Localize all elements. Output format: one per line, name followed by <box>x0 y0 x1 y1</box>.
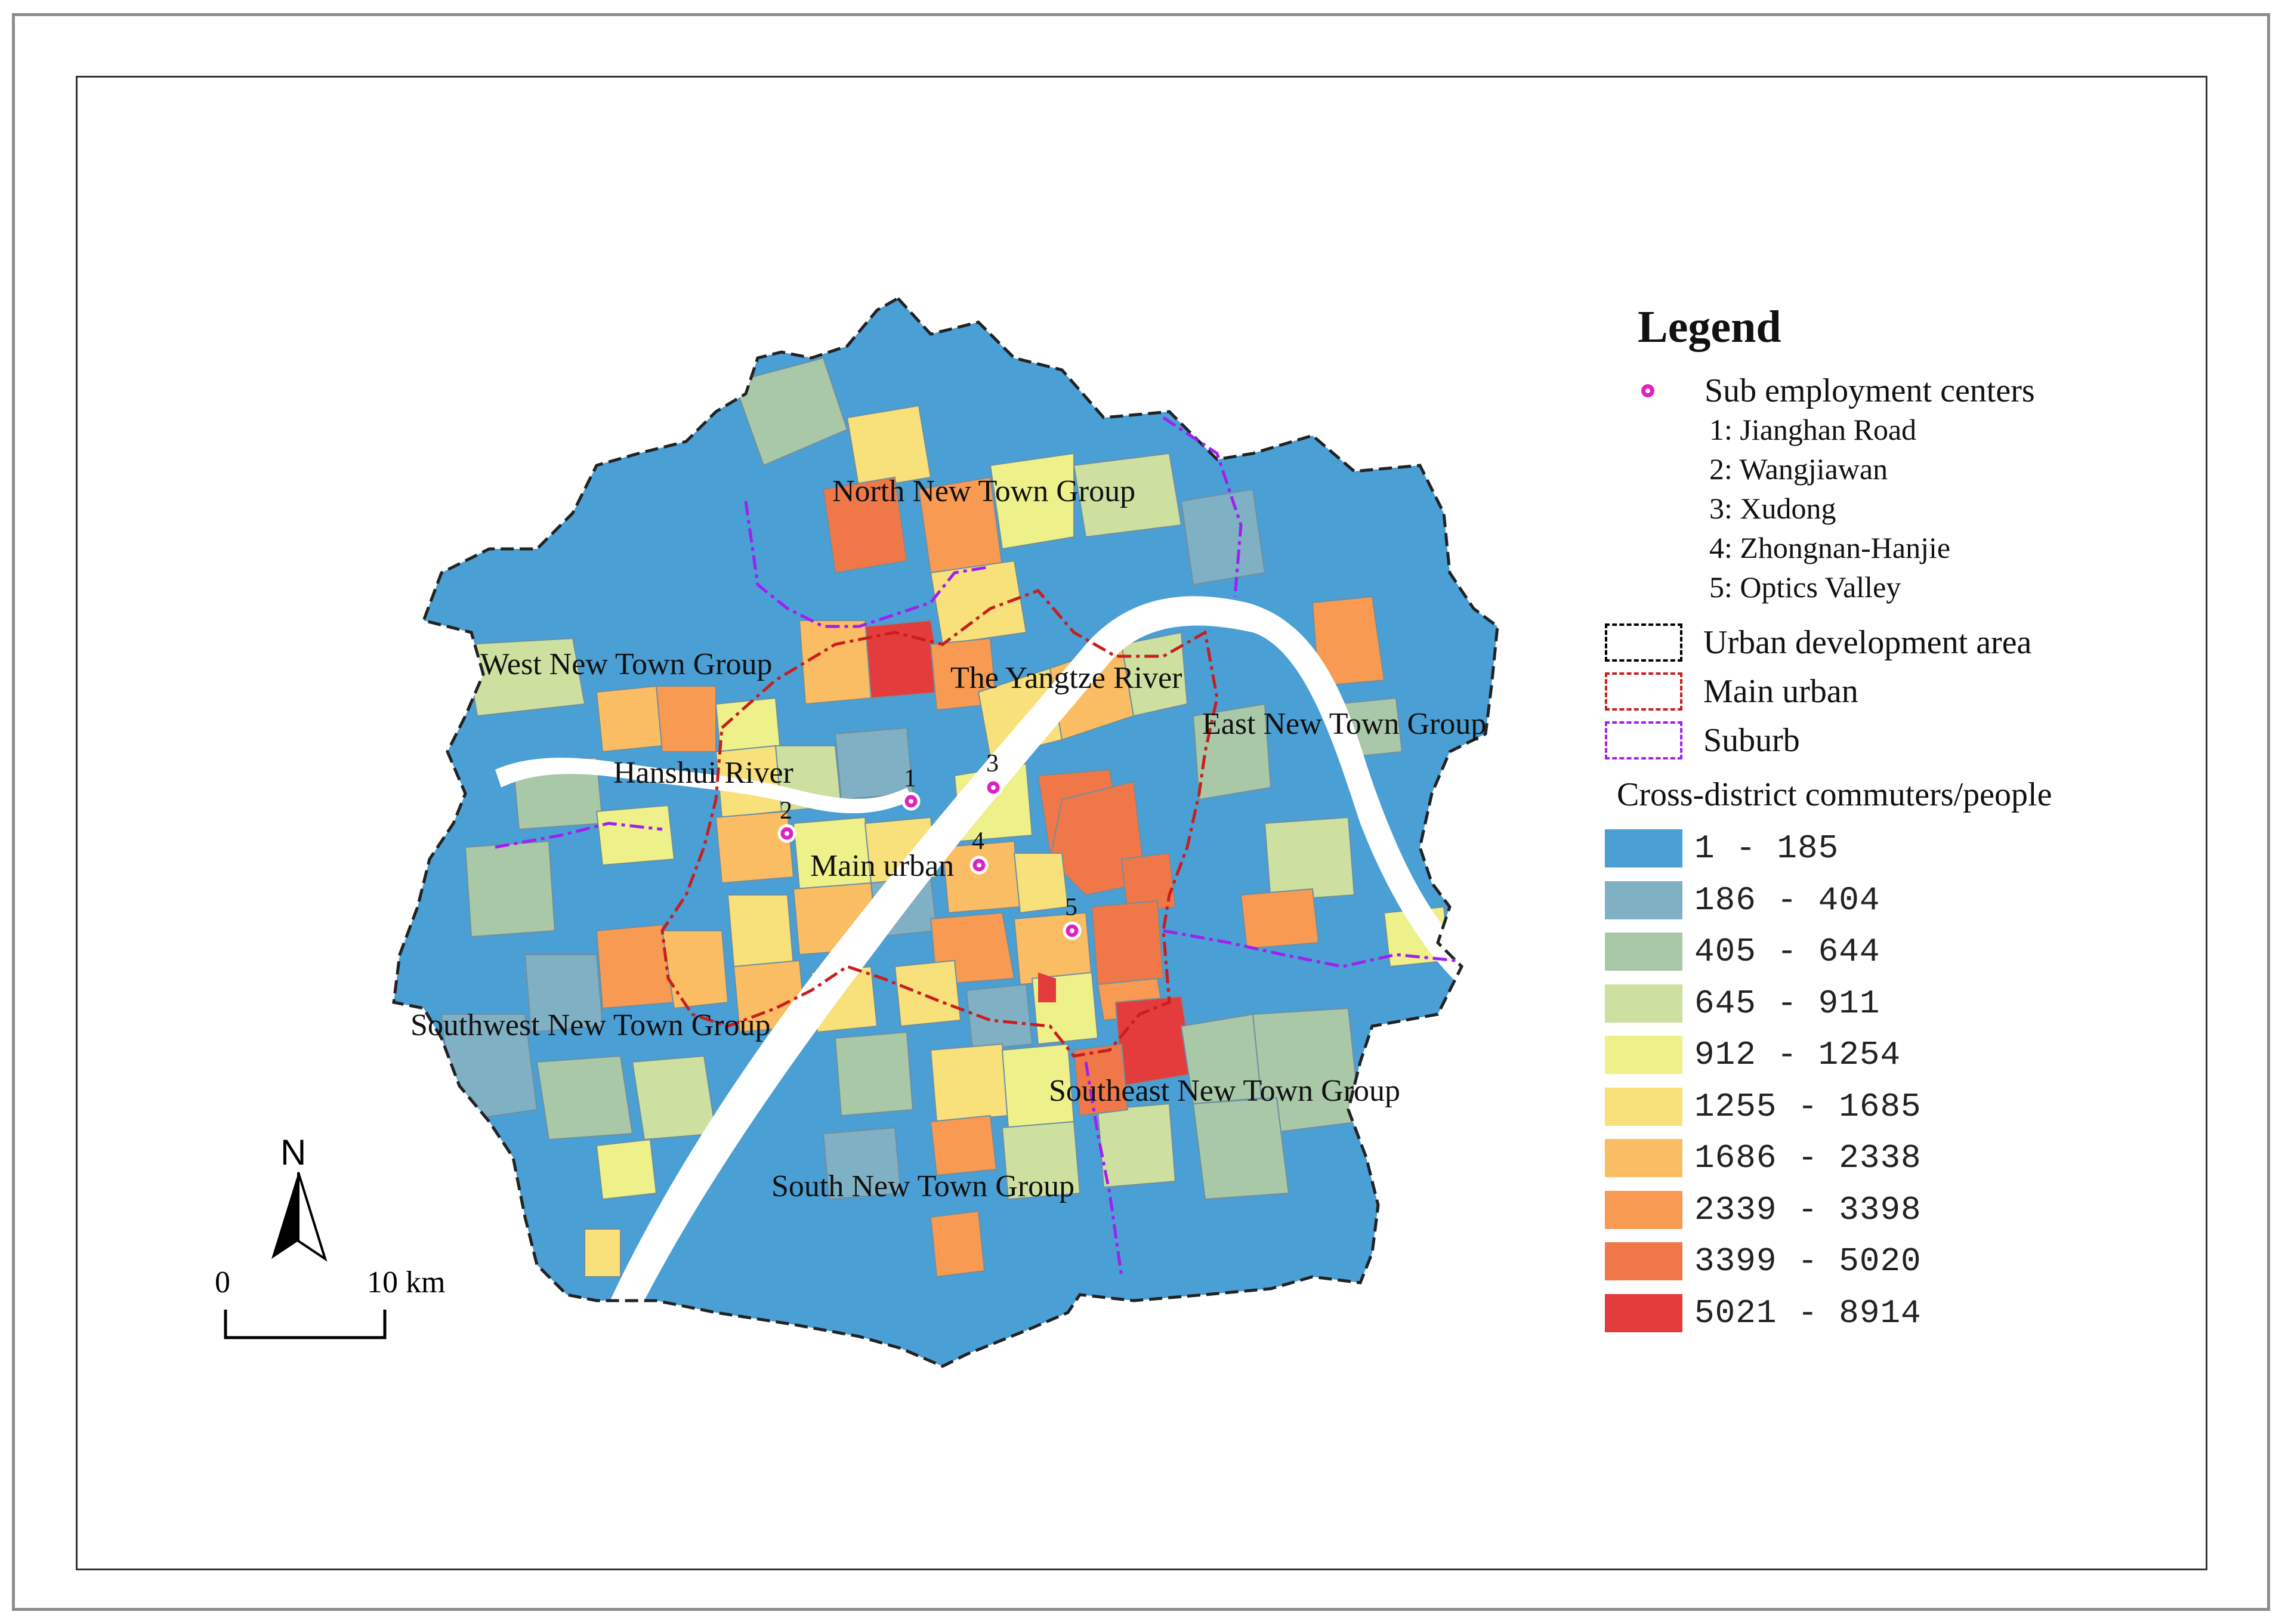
legend-center-item-5: 5: Optics Valley <box>1709 570 1901 604</box>
legend-class-label: 912 - 1254 <box>1694 1036 1901 1074</box>
outer-frame <box>12 13 2270 1611</box>
legend-center-item-2: 2: Wangjiawan <box>1709 452 1888 486</box>
center-number-4: 4 <box>972 828 984 855</box>
legend-title: Legend <box>1638 302 1781 352</box>
center-number-2: 2 <box>780 797 792 825</box>
center-number-1: 1 <box>904 765 916 792</box>
label-southeast-new-town: Southeast New Town Group <box>1049 1074 1400 1108</box>
legend-class-swatch <box>1605 1036 1682 1074</box>
legend-class-label: 645 - 911 <box>1694 984 1880 1023</box>
center-optics-valley: 5 <box>1063 894 1082 940</box>
north-arrow: N <box>271 1132 328 1262</box>
suburb-boundary-northeast <box>1162 416 1243 597</box>
scale-start-label: 0 <box>215 1265 230 1299</box>
label-southwest-new-town: Southwest New Town Group <box>410 1008 770 1042</box>
label-main-urban: Main urban <box>810 849 954 883</box>
legend-class-swatch <box>1605 829 1682 867</box>
legend-sub-centers: Sub employment centers <box>1636 372 2035 410</box>
legend-class-row: 1 - 185 <box>1605 829 1839 867</box>
legend-class-swatch <box>1605 1087 1682 1126</box>
main-urban-boundary <box>660 589 1219 1058</box>
legend-class-row: 2339 - 3398 <box>1605 1190 1922 1229</box>
center-number-5: 5 <box>1065 894 1077 921</box>
legend-class-label: 186 - 404 <box>1694 881 1880 919</box>
label-hanshui-river: Hanshui River <box>613 756 793 790</box>
legend-class-swatch <box>1605 984 1682 1023</box>
legend-sub-centers-label: Sub employment centers <box>1704 372 2035 409</box>
north-arrow-right <box>297 1172 328 1262</box>
legend-class-row: 5021 - 8914 <box>1605 1293 1922 1332</box>
label-yangtze-river: The Yangtze River <box>950 661 1182 695</box>
legend-class-swatch <box>1605 1293 1682 1332</box>
suburb-boundary-north <box>744 501 991 628</box>
sub-center-marker-icon <box>1639 382 1657 400</box>
legend-class-swatch <box>1605 1242 1682 1280</box>
legend-class-label: 1686 - 2338 <box>1694 1139 1922 1177</box>
suburb-boundary-east <box>1163 929 1456 968</box>
legend-suburb: Suburb <box>1605 721 1800 759</box>
legend-class-row: 645 - 911 <box>1605 984 1880 1023</box>
legend-class-swatch <box>1605 881 1682 919</box>
scale-end-label: 10 km <box>367 1265 446 1299</box>
map-frame <box>76 76 2207 1570</box>
center-wangjiawan: 2 <box>777 797 796 843</box>
legend-class-label: 1 - 185 <box>1694 829 1839 867</box>
legend-class-row: 3399 - 5020 <box>1605 1242 1922 1280</box>
legend-class-row: 186 - 404 <box>1605 881 1880 919</box>
center-number-3: 3 <box>986 750 999 777</box>
legend-suburb-label: Suburb <box>1703 722 1800 759</box>
legend-center-item-3: 3: Xudong <box>1709 492 1836 525</box>
legend-urban-development-label: Urban development area <box>1703 624 2032 661</box>
legend-class-swatch <box>1605 1190 1682 1229</box>
legend-classes-title: Cross-district commuters/people <box>1617 776 2052 814</box>
legend-class-label: 5021 - 8914 <box>1694 1293 1922 1332</box>
legend-class-label: 1255 - 1685 <box>1694 1087 1922 1126</box>
legend-class-row: 1255 - 1685 <box>1605 1087 1922 1126</box>
legend-class-label: 3399 - 5020 <box>1694 1242 1922 1280</box>
legend-class-label: 2339 - 3398 <box>1694 1190 1922 1229</box>
legend-class-row: 912 - 1254 <box>1605 1036 1901 1074</box>
legend-class-row: 1686 - 2338 <box>1605 1139 1922 1177</box>
north-arrow-label: N <box>280 1132 306 1172</box>
label-east-new-town: East New Town Group <box>1202 707 1486 741</box>
suburb-boundary-southeast <box>1084 1061 1123 1277</box>
legend-main-urban: Main urban <box>1605 672 1858 711</box>
scale-bar-line <box>224 1310 387 1339</box>
label-north-new-town: North New Town Group <box>832 474 1135 508</box>
north-arrow-left <box>271 1172 298 1259</box>
suburb-swatch <box>1605 721 1682 759</box>
legend-center-item-1: 1: Jianghan Road <box>1709 413 1917 446</box>
legend-class-row: 405 - 644 <box>1605 933 1880 971</box>
label-west-new-town: West New Town Group <box>480 647 772 681</box>
legend-classes-title-text: Cross-district commuters/people <box>1617 776 2052 813</box>
main-urban-swatch <box>1605 672 1682 711</box>
legend-class-label: 405 - 644 <box>1694 933 1880 971</box>
choropleth-cells <box>394 298 1497 1366</box>
legend-class-swatch <box>1605 1139 1682 1177</box>
center-jianghan-road: 1 <box>901 765 921 811</box>
center-xudong: 3 <box>984 750 1003 797</box>
legend-urban-development: Urban development area <box>1605 623 2031 662</box>
hanshui-river <box>495 758 913 814</box>
legend-main-urban-label: Main urban <box>1703 673 1858 710</box>
label-south-new-town: South New Town Group <box>771 1169 1074 1203</box>
legend-class-swatch <box>1605 933 1682 971</box>
suburb-boundary-west <box>495 822 663 849</box>
legend-center-item-4: 4: Zhongnan-Hanjie <box>1709 531 1951 564</box>
center-zhongnan-hanjie: 4 <box>969 828 989 875</box>
urban-development-swatch <box>1605 623 1682 662</box>
